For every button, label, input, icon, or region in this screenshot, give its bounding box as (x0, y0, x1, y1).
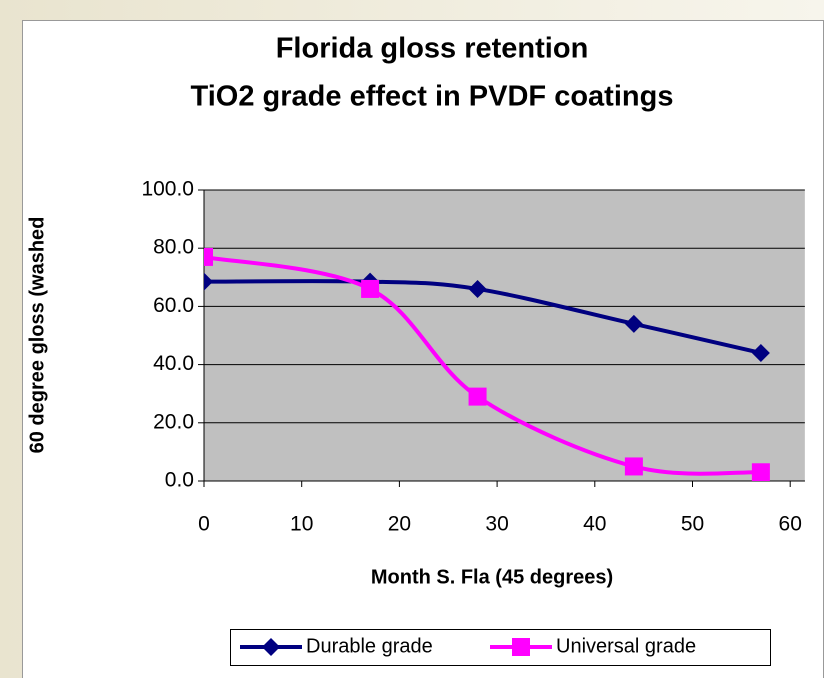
marker (204, 247, 213, 266)
y-tick-label: 20.0 (153, 410, 194, 433)
x-tick-label: 50 (681, 513, 704, 536)
x-tick-label: 40 (583, 513, 606, 536)
marker (624, 457, 643, 476)
marker (751, 463, 770, 481)
chart-title: Florida gloss retention (276, 33, 589, 65)
plot-lines (204, 247, 770, 481)
marker (624, 314, 643, 333)
marker (204, 272, 213, 291)
y-tick-label: 60.0 (153, 294, 194, 317)
y-tick-label: 80.0 (153, 236, 194, 259)
x-tick-label: 10 (290, 513, 313, 536)
x-tick-label: 0 (198, 513, 210, 536)
legend-label: Durable grade (306, 635, 433, 657)
chart-title: TiO2 grade effect in PVDF coatings (191, 81, 674, 113)
x-tick-label: 60 (779, 513, 802, 536)
x-tick-label: 30 (485, 513, 508, 536)
marker (468, 279, 487, 298)
marker (751, 343, 770, 362)
y-axis-label: 60 degree gloss (washed (26, 217, 48, 454)
marker (361, 279, 380, 298)
x-axis-label: Month S. Fla (45 degrees) (371, 566, 613, 588)
y-tick-label: 40.0 (153, 352, 194, 375)
plot-area (204, 190, 805, 481)
x-tick-label: 20 (388, 513, 411, 536)
marker (512, 638, 530, 656)
legend-label: Universal grade (556, 635, 696, 657)
marker (468, 387, 487, 406)
marker (262, 638, 280, 656)
y-tick-label: 100.0 (141, 178, 194, 201)
y-tick-label: 0.0 (165, 469, 194, 492)
